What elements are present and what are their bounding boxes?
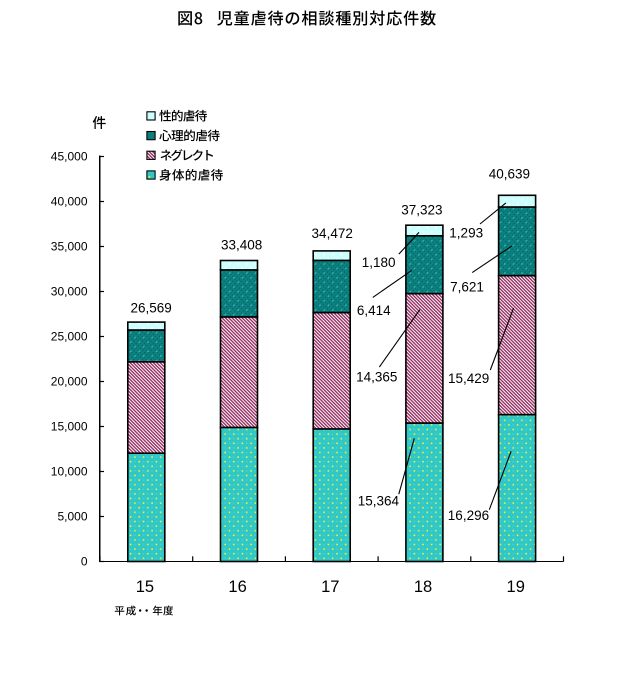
svg-text:18: 18 bbox=[414, 578, 432, 596]
svg-text:45,000: 45,000 bbox=[51, 149, 88, 163]
svg-text:34,472: 34,472 bbox=[312, 226, 353, 241]
svg-text:26,569: 26,569 bbox=[130, 300, 171, 315]
svg-text:15,429: 15,429 bbox=[448, 371, 489, 386]
svg-text:33,408: 33,408 bbox=[221, 237, 262, 252]
svg-text:1,293: 1,293 bbox=[449, 226, 483, 241]
svg-text:15,364: 15,364 bbox=[358, 494, 400, 509]
svg-text:19: 19 bbox=[507, 578, 525, 596]
svg-text:30,000: 30,000 bbox=[51, 284, 88, 298]
svg-text:15,000: 15,000 bbox=[51, 419, 88, 433]
svg-text:35,000: 35,000 bbox=[51, 239, 88, 253]
svg-text:17: 17 bbox=[321, 578, 339, 596]
svg-text:10,000: 10,000 bbox=[51, 464, 88, 478]
svg-text:15: 15 bbox=[136, 578, 154, 596]
svg-text:37,323: 37,323 bbox=[401, 202, 442, 217]
svg-text:16: 16 bbox=[228, 578, 246, 596]
svg-text:14,365: 14,365 bbox=[356, 369, 397, 384]
svg-text:0: 0 bbox=[81, 554, 88, 568]
svg-text:5,000: 5,000 bbox=[57, 509, 87, 523]
svg-text:6,414: 6,414 bbox=[357, 303, 391, 318]
svg-text:7,621: 7,621 bbox=[450, 280, 484, 295]
svg-text:20,000: 20,000 bbox=[51, 374, 88, 388]
svg-text:25,000: 25,000 bbox=[51, 329, 88, 343]
svg-text:16,296: 16,296 bbox=[448, 508, 489, 523]
svg-text:1,180: 1,180 bbox=[362, 255, 396, 270]
svg-text:40,000: 40,000 bbox=[51, 194, 88, 208]
svg-text:40,639: 40,639 bbox=[489, 166, 530, 181]
